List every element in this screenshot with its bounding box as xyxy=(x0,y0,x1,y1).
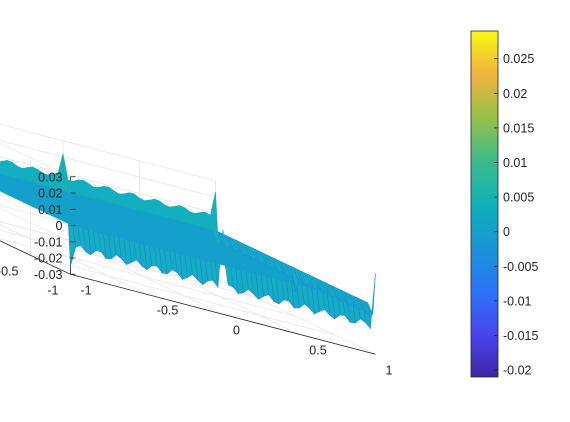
colorbar-tick-label: 0.02 xyxy=(503,87,527,101)
y-axis-line xyxy=(0,240,71,275)
surface-face xyxy=(0,180,2,183)
colorbar-tick-label: 0.025 xyxy=(503,52,534,66)
colorbar-tick-label: -0.02 xyxy=(503,364,532,378)
wall-gridline xyxy=(0,191,71,226)
z-tick-label: 0 xyxy=(56,219,63,233)
x-axis-line xyxy=(70,273,376,355)
surface-mesh xyxy=(0,153,376,330)
surface-face xyxy=(0,177,1,179)
wall-gridline xyxy=(0,142,71,178)
colorbar-tick-label: 0 xyxy=(503,225,510,239)
z-tick-label: -0.03 xyxy=(34,268,63,282)
z-tick-label: -0.02 xyxy=(34,252,63,266)
surface-face xyxy=(0,189,1,191)
z-tick-label: 0.02 xyxy=(38,187,62,201)
x-tick-label: -0.5 xyxy=(157,303,179,317)
x-tick-label: -1 xyxy=(81,283,92,297)
colorbar-gradient xyxy=(470,30,499,378)
colorbar-tick-label: 0.015 xyxy=(503,121,534,135)
colorbar: -0.02 -0.015 -0.01 -0.005 0 0.005 0.01 0.015 0.0… xyxy=(470,30,538,378)
z-tick-label: 0.03 xyxy=(38,170,62,184)
y-tick-label: -0.5 xyxy=(0,264,19,278)
wall-gridline xyxy=(0,123,216,182)
wall-gridline xyxy=(0,207,71,243)
surface-face xyxy=(0,186,3,189)
wall-gridline xyxy=(0,224,71,259)
surface-face xyxy=(0,174,3,177)
colorbar-tick-label: 0.01 xyxy=(503,156,527,170)
x-tick-label: 0.5 xyxy=(309,343,326,357)
x-tick-label: 1 xyxy=(386,363,393,377)
z-tick-label: -0.01 xyxy=(34,235,63,249)
surface-face xyxy=(0,179,2,181)
colorbar-tick-label: 0.005 xyxy=(503,191,534,205)
floor-gridline xyxy=(0,229,256,298)
z-tick-label: 0.01 xyxy=(38,203,62,217)
surface-face xyxy=(0,161,6,176)
x-tick-label: 0 xyxy=(233,323,240,337)
colorbar-tick-label: -0.015 xyxy=(503,329,538,343)
floor-gridline xyxy=(0,238,296,317)
y-tick-label: -1 xyxy=(47,283,58,297)
colorbar-tick-label: -0.01 xyxy=(503,294,532,308)
surface-face xyxy=(0,183,2,185)
surface-face xyxy=(0,178,1,180)
colorbar-ticks: -0.02 -0.015 -0.01 -0.005 0 0.005 0.01 0.015 0.0… xyxy=(494,52,538,378)
colorbar-tick-label: -0.005 xyxy=(503,260,538,274)
axis-ticks: -0.03 -0.02 -0.01 0 0.01 0.02 0.03 -1 -0.5 0 0.5 1 -… xyxy=(0,170,393,377)
